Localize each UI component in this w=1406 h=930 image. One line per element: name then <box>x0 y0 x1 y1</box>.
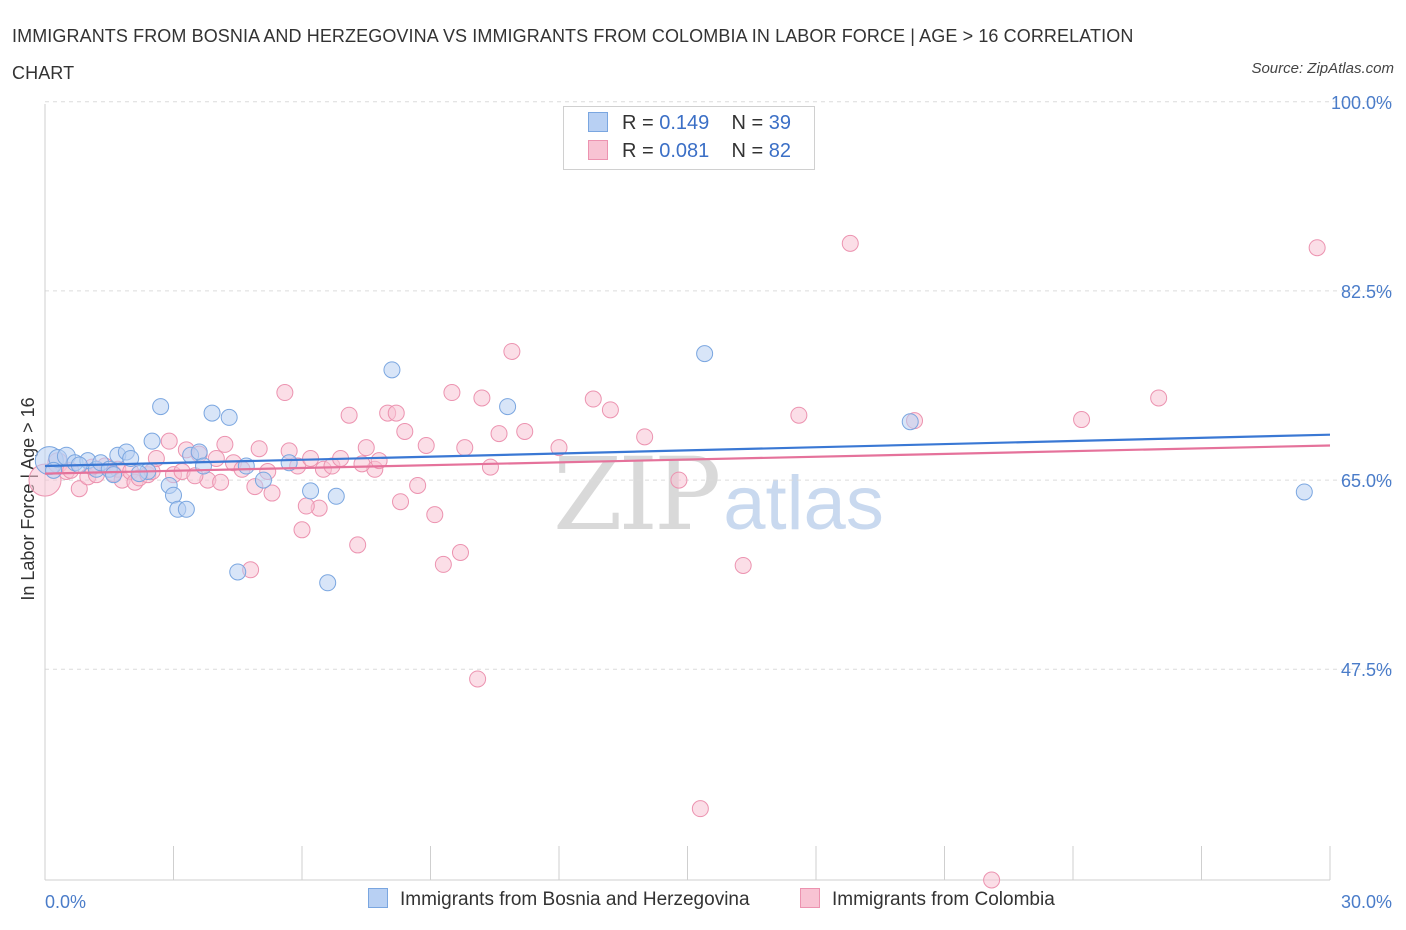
x-tick-label: 0.0% <box>45 892 86 912</box>
point-bosnia <box>220 408 238 426</box>
bottom-legend-label-bosnia: Immigrants from Bosnia and Herzegovina <box>400 889 750 910</box>
point-bosnia <box>105 466 123 484</box>
point-colombia <box>983 871 1001 889</box>
point-colombia <box>357 439 375 457</box>
point-colombia <box>584 390 602 408</box>
legend-n-label: N = <box>731 112 769 134</box>
bottom-legend-bosnia: Immigrants from Bosnia and Herzegovina <box>368 888 750 911</box>
bottom-legend-swatch-bosnia <box>368 888 388 908</box>
point-colombia <box>443 384 461 402</box>
point-colombia <box>263 484 281 502</box>
point-colombia <box>293 521 311 539</box>
point-colombia <box>250 440 268 458</box>
point-colombia <box>790 406 808 424</box>
point-colombia <box>297 497 315 515</box>
point-colombia <box>841 234 859 252</box>
legend-n-value: 39 <box>768 112 792 134</box>
point-colombia <box>1150 389 1168 407</box>
point-bosnia <box>194 457 212 475</box>
trendline-bosnia <box>44 433 1331 468</box>
legend-swatch-bosnia <box>588 112 608 132</box>
point-colombia <box>340 406 358 424</box>
bottom-legend-label-colombia: Immigrants from Colombia <box>832 889 1055 910</box>
y-tick-label: 100.0% <box>1331 93 1392 113</box>
point-bosnia <box>319 574 337 592</box>
point-colombia <box>370 452 388 470</box>
y-tick-label: 47.5% <box>1341 660 1392 680</box>
point-bosnia <box>190 443 208 461</box>
point-colombia <box>216 435 234 453</box>
legend-swatch-colombia <box>588 140 608 160</box>
bottom-legend-swatch-colombia <box>800 888 820 908</box>
point-bosnia <box>130 465 148 483</box>
point-bosnia <box>901 413 919 431</box>
legend-r-label: R = <box>622 140 660 162</box>
point-colombia <box>1308 239 1326 257</box>
point-colombia <box>490 425 508 443</box>
point-colombia <box>417 436 435 454</box>
point-bosnia <box>1295 483 1313 501</box>
point-colombia <box>601 401 619 419</box>
point-bosnia <box>122 449 140 467</box>
point-colombia <box>160 432 178 450</box>
legend-n-label: N = <box>731 140 769 162</box>
point-colombia <box>473 389 491 407</box>
point-bosnia <box>177 500 195 518</box>
point-colombia <box>456 439 474 457</box>
point-colombia <box>434 555 452 573</box>
point-colombia <box>451 544 469 562</box>
point-colombia <box>734 556 752 574</box>
point-bosnia <box>280 454 298 472</box>
point-colombia <box>481 458 499 476</box>
point-bosnia <box>696 345 714 363</box>
point-colombia <box>516 422 534 440</box>
y-axis-label: In Labor Force | Age > 16 <box>18 397 38 600</box>
y-tick-label: 65.0% <box>1341 471 1392 491</box>
trendline-colombia <box>44 444 1331 475</box>
point-colombia <box>550 439 568 457</box>
point-bosnia <box>302 482 320 500</box>
chart-title: IMMIGRANTS FROM BOSNIA AND HERZEGOVINA V… <box>12 26 1134 83</box>
watermark-atlas: atlas <box>723 461 884 546</box>
point-colombia <box>353 455 371 473</box>
legend-row-bosnia: R = 0.149 N = 39 <box>588 112 791 138</box>
point-colombia <box>396 422 414 440</box>
legend-r-value: 0.081 <box>659 140 710 162</box>
bottom-legend-colombia: Immigrants from Colombia <box>800 888 1055 911</box>
point-bosnia <box>143 432 161 450</box>
legend-r-label: R = <box>622 112 660 134</box>
point-bosnia <box>165 486 182 504</box>
point-bosnia <box>327 487 345 505</box>
legend-r-value: 0.149 <box>659 112 710 134</box>
point-colombia <box>276 384 294 402</box>
point-bosnia <box>383 361 401 379</box>
stats-legend: R = 0.149 N = 39 R = 0.081 N = 82 <box>563 106 815 170</box>
point-colombia <box>636 428 654 446</box>
legend-row-colombia: R = 0.081 N = 82 <box>588 140 791 166</box>
point-colombia <box>691 800 709 818</box>
point-colombia <box>1073 411 1091 429</box>
x-tick-label: 30.0% <box>1341 892 1392 912</box>
point-bosnia <box>499 398 517 416</box>
point-colombia <box>409 476 427 494</box>
legend-n-value: 82 <box>768 140 792 162</box>
point-bosnia <box>254 471 272 489</box>
point-colombia <box>349 536 367 554</box>
point-bosnia <box>203 404 221 422</box>
point-colombia <box>387 404 405 422</box>
point-colombia <box>503 342 521 360</box>
source-label: Source: ZipAtlas.com <box>1251 60 1394 77</box>
point-colombia <box>670 471 688 489</box>
y-tick-label: 82.5% <box>1341 282 1392 302</box>
point-colombia <box>212 473 230 491</box>
point-bosnia <box>229 563 247 581</box>
point-colombia <box>392 493 410 511</box>
point-colombia <box>426 506 444 524</box>
point-bosnia <box>152 398 170 416</box>
point-colombia <box>70 480 88 498</box>
point-colombia <box>469 670 487 688</box>
